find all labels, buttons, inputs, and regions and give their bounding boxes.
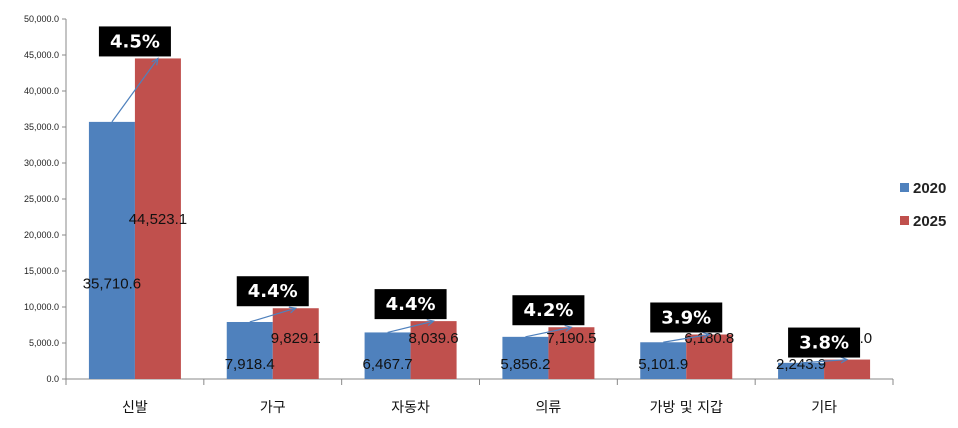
bar-2020 <box>88 121 135 380</box>
data-label-2020: 35,710.6 <box>83 275 141 292</box>
legend-label: 2020 <box>913 180 946 197</box>
growth-rate-label: 4.2% <box>523 300 573 321</box>
y-tick-label: 20,000.0 <box>24 230 59 240</box>
bar-2025 <box>272 308 319 379</box>
y-tick-label: 0.0 <box>46 374 59 384</box>
data-label-2020: 6,467.7 <box>363 356 413 373</box>
growth-rate-label: 3.8% <box>799 333 849 354</box>
chart-bars: 35,710.6 44,523.1 7,918.4 9,829.1 6,467.7 8,0… <box>83 58 872 380</box>
bar-2020 <box>226 321 273 379</box>
y-tick-label: 15,000.0 <box>24 266 59 276</box>
data-label-2025: 6,180.8 <box>684 330 734 347</box>
data-label-2025: 8,039.6 <box>409 330 459 347</box>
bar-2025 <box>824 359 871 379</box>
chart-legend: 2020 2025 <box>900 180 946 230</box>
growth-annotations: 4.5% 4.4% 4.4% 4.2% 3.9% 3.8% <box>98 26 861 364</box>
chart-axes: 0.0 5,000.0 10,000.0 15,000.0 20,000.0 25,000… <box>24 14 894 416</box>
y-tick-label: 10,000.0 <box>24 302 59 312</box>
growth-arrow <box>387 320 434 334</box>
y-tick-label: 40,000.0 <box>24 86 59 96</box>
growth-rate-label: 3.9% <box>661 307 711 328</box>
growth-rate-box <box>650 302 723 333</box>
legend-label: 2025 <box>913 213 946 230</box>
bar-2020 <box>640 342 687 379</box>
y-tick-label: 25,000.0 <box>24 194 59 204</box>
category-label: 자동차 <box>391 400 430 416</box>
data-label-2020: 5,101.9 <box>638 356 688 373</box>
category-label: 의류 <box>536 400 562 416</box>
growth-rate-label: 4.4% <box>248 281 298 302</box>
category-label: 가방 및 지갑 <box>650 400 723 416</box>
growth-arrow <box>801 358 848 364</box>
growth-arrow <box>525 326 572 338</box>
growth-rate-box <box>788 327 861 358</box>
bar-2025 <box>548 327 595 379</box>
growth-arrow-head <box>288 306 298 314</box>
growth-arrow <box>249 307 296 323</box>
growth-rate-box <box>512 295 585 326</box>
growth-rate-box <box>236 276 309 307</box>
growth-rate-box <box>98 26 171 57</box>
bar-2020 <box>778 362 825 379</box>
legend-swatch <box>900 216 909 225</box>
category-label: 신발 <box>122 400 148 416</box>
growth-arrow-head <box>564 324 573 332</box>
growth-rate-label: 4.5% <box>110 31 160 52</box>
growth-rate-box <box>374 289 447 320</box>
data-label-2020: 2,243.9 <box>776 356 826 373</box>
growth-arrow-head <box>702 331 711 340</box>
y-tick-label: 45,000.0 <box>24 50 59 60</box>
bar-2020 <box>502 336 549 379</box>
growth-arrow-head <box>840 356 849 364</box>
y-tick-label: 50,000.0 <box>24 14 59 24</box>
growth-arrow <box>663 333 710 343</box>
bar-2025 <box>410 321 457 379</box>
growth-arrow <box>111 58 159 123</box>
category-label: 가구 <box>260 400 286 416</box>
growth-arrow-head <box>151 57 159 66</box>
bar-2025 <box>134 58 181 379</box>
growth-rate-label: 4.4% <box>386 294 436 315</box>
data-label-2020: 7,918.4 <box>225 356 275 373</box>
y-tick-label: 30,000.0 <box>24 158 59 168</box>
category-label: 기타 <box>811 400 837 416</box>
y-tick-label: 5,000.0 <box>29 338 59 348</box>
bar-2020 <box>364 332 411 379</box>
legend-swatch <box>900 183 909 192</box>
y-tick-label: 35,000.0 <box>24 122 59 132</box>
growth-arrow-head <box>426 319 435 327</box>
data-label-2025: 44,523.1 <box>129 211 187 228</box>
data-label-2025: 7,190.5 <box>546 330 596 347</box>
data-label-2025: 9,829.1 <box>271 330 321 347</box>
data-label-2020: 5,856.2 <box>500 356 550 373</box>
bar-2025 <box>686 334 733 379</box>
